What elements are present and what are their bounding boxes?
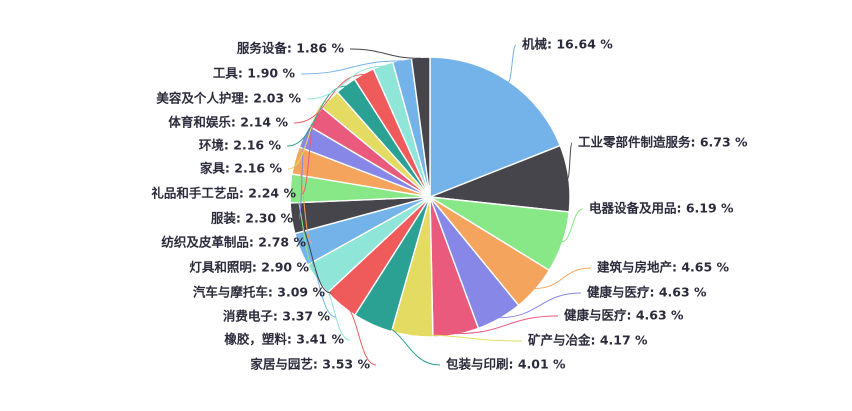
pie-leader-line: [567, 142, 573, 179]
pie-leader-line: [373, 323, 441, 366]
pie-slice-label: 电器设备及用品: 6.19 %: [589, 201, 734, 216]
pie-leader-line: [498, 292, 582, 319]
pie-slice-label: 家居与园艺: 3.53 %: [250, 357, 370, 372]
pie-slice-label: 包装与印刷: 4.01 %: [445, 357, 566, 372]
pie-leader-line: [317, 278, 351, 341]
pie-leader-line: [349, 48, 421, 59]
pie-leader-line: [455, 315, 559, 335]
pie-slice-label: 服装: 2.30 %: [211, 211, 294, 226]
pie-leader-line: [293, 74, 365, 124]
pie-leader-line: [292, 217, 332, 294]
pie-slice-label: 健康与医疗: 4.63 %: [564, 308, 684, 323]
pie-slice-label: 纺织及皮革制品: 2.78 %: [161, 235, 306, 250]
pie-slice-label: 家具: 2.16 %: [200, 161, 283, 176]
pie-leader-line: [561, 208, 584, 243]
pie-slice-label: 灯具和照明: 2.90 %: [189, 260, 309, 275]
pie-leader-lines-group: [286, 44, 592, 366]
pie-slice-label: 服务设备: 1.86 %: [237, 41, 345, 56]
pie-slice-label: 汽车与摩托车: 3.09 %: [193, 285, 326, 300]
pie-slice-label: 矿产与冶金: 4.17 %: [528, 333, 648, 348]
pie-leader-line: [301, 248, 337, 318]
pie-slice-label: 机械: 16.64 %: [522, 37, 613, 52]
pie-leader-line: [306, 65, 384, 100]
pie-leader-line: [300, 60, 403, 75]
pie-labels-group: 机械: 16.64 % 工业零部件制造服务: 6.73 % 电器设备及用品: 6.1…: [151, 37, 748, 372]
pie-slice-label: 建筑与房地产: 4.65 %: [597, 260, 730, 275]
pie-slice-label: 体育和娱乐: 2.14 %: [168, 115, 288, 130]
pie-slices-group: [289, 56, 571, 338]
pie-slice-label: 工业零部件制造服务: 6.73 %: [578, 135, 748, 150]
pie-slice-label: 美容及个人护理: 2.03 %: [156, 91, 301, 106]
pie-leader-line: [534, 267, 592, 289]
pie-leader-line: [341, 303, 377, 366]
pie-leader-line: [412, 334, 523, 342]
pie-slice-label: 消费电子: 3.37 %: [223, 309, 331, 324]
pie-slice-label: 环境: 2.16 %: [199, 138, 282, 153]
pie-leader-line: [291, 187, 316, 269]
pie-slice-label: 礼品和手工艺品: 2.24 %: [151, 186, 296, 201]
pie-leader-line: [507, 44, 517, 83]
pie-leader-line: [298, 136, 306, 220]
pie-slice-label: 健康与医疗: 4.63 %: [587, 285, 707, 300]
pie-slice-label: 工具: 1.90 %: [213, 66, 296, 81]
pie-slice-label: 橡胶，塑料: 3.41 %: [224, 332, 344, 347]
